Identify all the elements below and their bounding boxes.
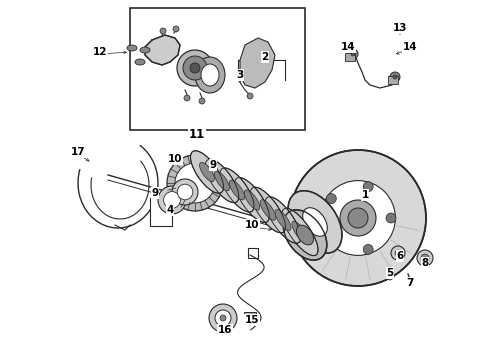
Text: 13: 13	[393, 23, 407, 33]
Ellipse shape	[244, 190, 260, 210]
Circle shape	[395, 250, 401, 256]
Ellipse shape	[140, 47, 150, 53]
Circle shape	[340, 200, 376, 236]
Circle shape	[172, 179, 198, 205]
Text: 4: 4	[166, 205, 173, 215]
Text: 1: 1	[362, 190, 368, 200]
Ellipse shape	[283, 210, 327, 260]
Text: 15: 15	[245, 315, 259, 325]
Circle shape	[386, 213, 396, 223]
Ellipse shape	[260, 200, 276, 220]
Text: 17: 17	[71, 147, 85, 157]
Circle shape	[387, 274, 393, 280]
Circle shape	[348, 208, 368, 228]
Bar	[345, 53, 355, 61]
Text: 10: 10	[245, 220, 259, 230]
Ellipse shape	[250, 187, 286, 233]
Circle shape	[393, 75, 397, 79]
Text: 14: 14	[403, 42, 417, 52]
Circle shape	[417, 250, 433, 266]
Ellipse shape	[201, 64, 219, 86]
Text: 3: 3	[236, 70, 244, 80]
Circle shape	[348, 49, 358, 59]
Circle shape	[199, 98, 205, 104]
Ellipse shape	[215, 171, 229, 191]
Ellipse shape	[199, 162, 215, 181]
Circle shape	[177, 184, 193, 200]
Circle shape	[326, 194, 336, 204]
Bar	[388, 76, 398, 84]
Text: 9: 9	[209, 160, 217, 170]
Circle shape	[363, 244, 373, 255]
Circle shape	[173, 26, 179, 32]
Circle shape	[391, 246, 405, 260]
Text: 2: 2	[261, 52, 269, 62]
Circle shape	[351, 52, 355, 56]
Text: 7: 7	[406, 278, 414, 288]
Circle shape	[167, 155, 223, 211]
Circle shape	[363, 181, 373, 192]
Polygon shape	[240, 38, 275, 88]
Ellipse shape	[282, 208, 318, 256]
Ellipse shape	[195, 57, 225, 93]
Bar	[130, 8, 305, 130]
Circle shape	[247, 93, 253, 99]
Circle shape	[160, 28, 166, 34]
Ellipse shape	[275, 210, 291, 230]
Text: 9: 9	[151, 188, 159, 198]
Ellipse shape	[135, 59, 145, 65]
Ellipse shape	[292, 221, 308, 243]
Polygon shape	[145, 35, 180, 65]
Circle shape	[421, 254, 429, 262]
Ellipse shape	[127, 45, 137, 51]
Circle shape	[164, 192, 180, 208]
Text: 12: 12	[93, 47, 107, 57]
Text: 10: 10	[168, 154, 182, 164]
Circle shape	[326, 233, 336, 242]
Text: 16: 16	[218, 325, 232, 335]
Text: 8: 8	[421, 258, 429, 268]
Circle shape	[215, 310, 231, 326]
Ellipse shape	[220, 168, 254, 212]
Text: 6: 6	[396, 251, 404, 261]
Circle shape	[183, 56, 207, 80]
Ellipse shape	[296, 225, 314, 245]
Circle shape	[209, 304, 237, 332]
Text: 11: 11	[189, 129, 205, 141]
Circle shape	[177, 50, 213, 86]
Circle shape	[190, 63, 200, 73]
Circle shape	[175, 163, 215, 203]
Circle shape	[158, 186, 186, 214]
Bar	[150, 198, 172, 226]
Ellipse shape	[235, 177, 270, 222]
Circle shape	[390, 72, 400, 82]
Text: 14: 14	[341, 42, 355, 52]
Ellipse shape	[288, 191, 342, 253]
Ellipse shape	[265, 197, 301, 243]
Ellipse shape	[303, 208, 327, 236]
Circle shape	[184, 95, 190, 101]
Bar	[244, 312, 256, 320]
Text: 5: 5	[387, 268, 393, 278]
Circle shape	[290, 150, 426, 286]
Ellipse shape	[191, 151, 223, 193]
Circle shape	[320, 181, 395, 255]
Circle shape	[220, 315, 226, 321]
Ellipse shape	[205, 159, 239, 203]
Ellipse shape	[229, 180, 245, 200]
